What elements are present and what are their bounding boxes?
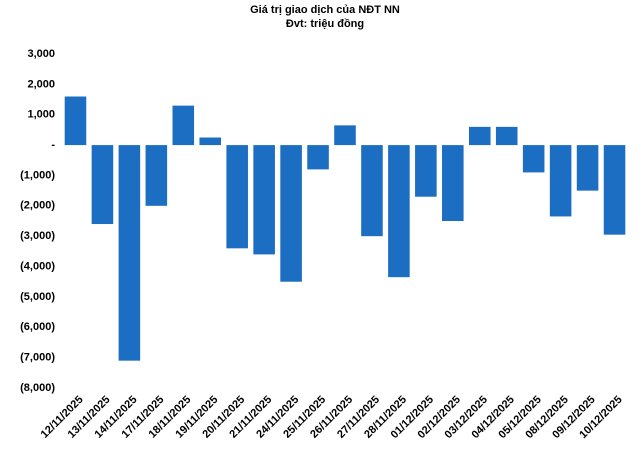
bar (64, 96, 87, 146)
bar (91, 145, 114, 225)
y-tick-label: 1,000 (27, 109, 55, 121)
bar (199, 137, 222, 146)
y-tick-label: - (51, 139, 55, 151)
y-tick-label: (4,000) (20, 260, 55, 272)
chart-subtitle: Đvt: triệu đồng (286, 18, 364, 30)
y-tick-label: 2,000 (27, 78, 55, 90)
y-tick-label: (7,000) (20, 352, 55, 364)
bar (468, 126, 491, 146)
bar (388, 145, 410, 278)
bar (522, 145, 545, 173)
bar (361, 145, 383, 237)
bar (334, 125, 356, 146)
y-tick-label: (2,000) (20, 200, 55, 212)
bar (495, 126, 518, 146)
bar (145, 145, 168, 206)
bar (415, 145, 437, 197)
y-tick-label: (8,000) (20, 382, 55, 394)
bar (226, 145, 248, 249)
y-tick-label: (3,000) (20, 230, 55, 242)
bar (442, 145, 464, 221)
bar (253, 145, 275, 255)
chart-title: Giá trị giao dịch của NĐT NN (250, 4, 400, 16)
bar (280, 145, 302, 282)
bar (603, 145, 626, 235)
y-tick-label: 3,000 (27, 48, 55, 60)
bar (576, 145, 599, 191)
y-tick-label: (1,000) (20, 169, 55, 181)
y-tick-label: (5,000) (20, 291, 55, 303)
bar (172, 105, 195, 146)
bar (307, 145, 329, 170)
bar (118, 145, 141, 361)
bar (549, 145, 572, 217)
y-tick-label: (6,000) (20, 321, 55, 333)
